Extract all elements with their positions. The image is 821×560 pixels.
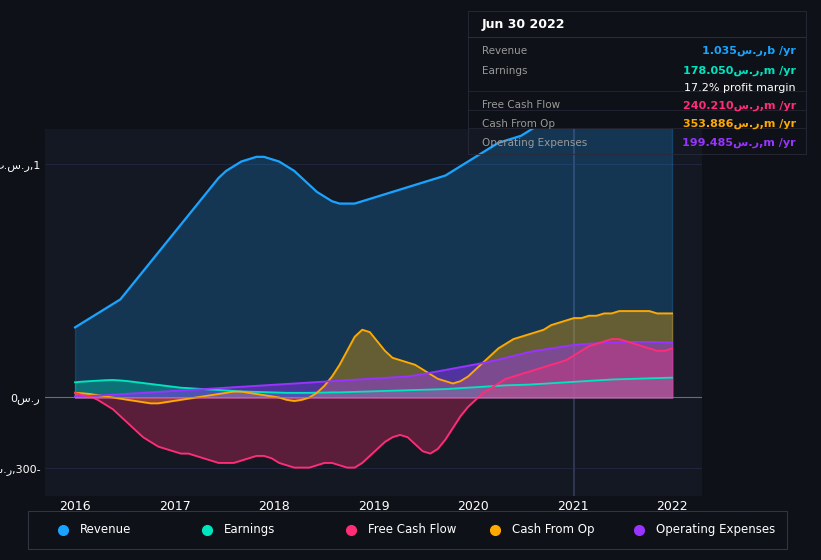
Text: Operating Expenses: Operating Expenses [656, 523, 775, 536]
Text: 353.886س.ر,m /yr: 353.886س.ر,m /yr [683, 119, 796, 129]
Text: Earnings: Earnings [481, 66, 527, 76]
Text: Jun 30 2022: Jun 30 2022 [481, 18, 565, 31]
Text: 17.2% profit margin: 17.2% profit margin [685, 83, 796, 94]
Text: Operating Expenses: Operating Expenses [481, 138, 587, 148]
Text: Free Cash Flow: Free Cash Flow [481, 100, 560, 110]
Text: 240.210س.ر,m /yr: 240.210س.ر,m /yr [683, 100, 796, 111]
Text: Revenue: Revenue [481, 46, 526, 56]
Text: 1.035س.ر,b /yr: 1.035س.ر,b /yr [702, 46, 796, 57]
Text: 178.050س.ر,m /yr: 178.050س.ر,m /yr [683, 66, 796, 76]
Text: Cash From Op: Cash From Op [511, 523, 594, 536]
Text: Revenue: Revenue [80, 523, 131, 536]
Bar [29, 511, 787, 549]
Text: 199.485س.ر,m /yr: 199.485س.ر,m /yr [682, 137, 796, 148]
Text: Cash From Op: Cash From Op [481, 119, 554, 129]
Text: Earnings: Earnings [224, 523, 275, 536]
Text: Free Cash Flow: Free Cash Flow [368, 523, 456, 536]
